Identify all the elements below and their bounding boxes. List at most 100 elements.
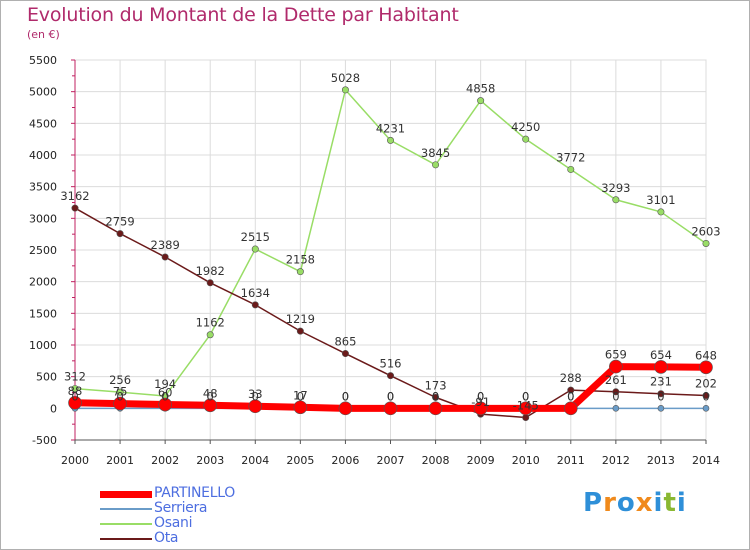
data-label-serriera: 0: [161, 389, 168, 403]
logo-letter: r: [603, 488, 617, 518]
point-serriera: [612, 405, 620, 412]
point-partinello: [563, 401, 578, 416]
y-tick-label: 3000: [29, 212, 57, 225]
data-label-ota: 261: [605, 373, 627, 387]
x-tick-label: 2005: [286, 454, 314, 467]
axes: -500 0 500 1000 1500 2000 2500 3000 3500 4000 4500…: [29, 54, 720, 467]
data-label-partinello: 648: [695, 348, 717, 362]
y-tick-label: 1000: [29, 339, 57, 352]
x-tick-label: 2013: [647, 454, 675, 467]
point-osani: [206, 331, 214, 339]
point-ota: [71, 204, 79, 212]
point-partinello: [158, 397, 172, 412]
legend-swatch: [100, 538, 152, 540]
data-label-partinello: 48: [203, 386, 218, 400]
point-ota: [116, 230, 124, 238]
data-label-osani: 3101: [646, 193, 675, 207]
x-tick-label: 2001: [106, 454, 134, 467]
chart-title: Evolution du Montant de la Dette par Hab…: [27, 4, 459, 26]
logo-letter: P: [583, 488, 604, 518]
point-serriera: [702, 405, 710, 412]
y-tick-label: 4000: [29, 149, 57, 162]
x-tick-label: 2006: [331, 454, 359, 467]
legend-swatch: [100, 523, 152, 525]
x-tick-label: 2004: [241, 454, 269, 467]
point-partinello: [203, 398, 218, 413]
legend-label: Osani: [154, 515, 193, 531]
data-label-serriera: 0: [116, 389, 123, 403]
y-tick-label: -500: [32, 434, 57, 447]
x-tick-label: 2007: [377, 454, 405, 467]
point-osani: [477, 97, 485, 105]
data-label-partinello: 33: [248, 387, 263, 401]
data-label-ota: 288: [560, 371, 582, 385]
data-label-serriera: 0: [567, 389, 574, 403]
y-tick-label: 4500: [29, 117, 57, 130]
data-label-serriera: 0: [252, 389, 259, 403]
point-osani: [702, 239, 710, 247]
legend-swatch: [100, 508, 152, 510]
x-tick-label: 2008: [422, 454, 450, 467]
data-label-osani: 2603: [691, 224, 720, 238]
legend-label: Serriera: [154, 500, 208, 516]
point-osani: [567, 165, 575, 173]
x-tick-label: 2014: [692, 454, 720, 467]
data-label-osani: 3845: [421, 146, 450, 160]
data-label-partinello: 88: [68, 384, 83, 398]
data-label-serriera: 0: [522, 389, 529, 403]
y-tick-label: 5500: [29, 54, 57, 67]
proxiti-logo: Proxiti: [583, 488, 687, 518]
point-ota: [251, 301, 259, 309]
data-label-osani: 2158: [286, 253, 315, 267]
data-label-serriera: 0: [387, 389, 394, 403]
data-label-serriera: 0: [612, 389, 619, 403]
point-ota: [296, 327, 304, 335]
data-label-partinello: 0: [567, 389, 574, 403]
point-partinello: [383, 401, 398, 416]
y-tick-label: 1500: [29, 307, 57, 320]
point-osani: [116, 388, 124, 396]
point-ota: [702, 392, 710, 400]
point-partinello: [654, 360, 668, 374]
series-layer: [68, 86, 713, 422]
point-osani: [386, 136, 394, 144]
y-tick-label: 5000: [29, 86, 57, 99]
data-label-osani: 5028: [331, 71, 360, 85]
data-label-serriera: 0: [432, 389, 439, 403]
data-label-serriera: 0: [477, 389, 484, 403]
data-label-osani: 3293: [601, 181, 630, 195]
point-osani: [341, 86, 349, 94]
data-label-partinello: 0: [342, 389, 349, 403]
data-label-partinello: 0: [522, 389, 529, 403]
point-partinello: [473, 401, 488, 416]
point-partinello: [68, 395, 82, 410]
point-partinello: [518, 401, 533, 416]
data-label-serriera: 0: [702, 389, 709, 403]
data-label-partinello: 0: [387, 389, 394, 403]
point-partinello: [699, 360, 713, 375]
data-label-partinello: 0: [432, 389, 439, 403]
data-label-serriera: 0: [342, 389, 349, 403]
logo-letter: o: [616, 488, 636, 518]
data-label-ota: 1634: [241, 286, 270, 300]
data-label-partinello: 60: [158, 386, 173, 400]
point-ota: [341, 350, 349, 358]
legend-label: PARTINELLO: [154, 485, 235, 501]
point-partinello: [113, 396, 127, 411]
point-osani: [612, 196, 620, 204]
y-tick-label: 2500: [29, 244, 57, 257]
data-label-ota: 2389: [151, 238, 180, 252]
data-label-partinello: 659: [605, 348, 627, 362]
y-tick-label: 500: [36, 371, 57, 384]
x-tick-label: 2010: [512, 454, 540, 467]
point-ota: [522, 414, 530, 422]
point-osani: [432, 161, 440, 169]
point-ota: [657, 390, 665, 398]
data-label-partinello: 17: [293, 388, 308, 402]
x-tick-label: 2000: [61, 454, 89, 467]
data-label-osani: 4858: [466, 82, 495, 96]
data-label-ota: 173: [425, 378, 447, 392]
logo-letter: t: [663, 488, 677, 518]
point-osani: [296, 268, 304, 276]
